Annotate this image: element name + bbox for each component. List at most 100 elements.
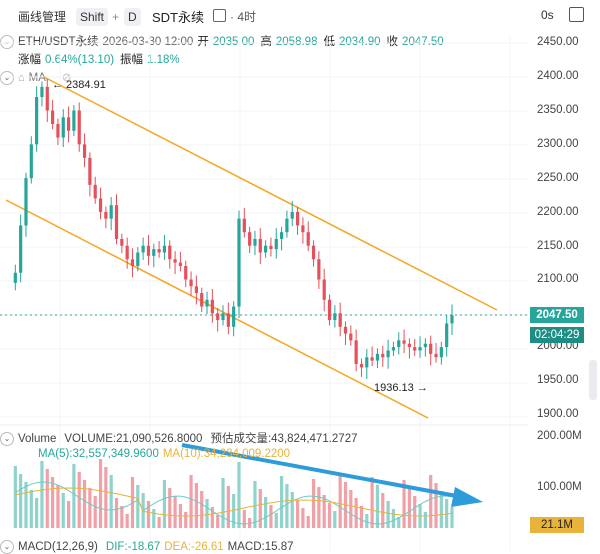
current-price-tag: 2047.50 xyxy=(530,307,584,323)
candle-body xyxy=(274,238,278,250)
collapse-chevron-icon[interactable]: ⌄ xyxy=(0,34,14,49)
price-tick: 2150.00 xyxy=(537,240,579,252)
lock-icon[interactable]: ⌂ xyxy=(18,72,25,84)
price-tick: 1900.00 xyxy=(537,408,579,420)
candle-body xyxy=(397,340,401,348)
candle-body xyxy=(381,353,385,358)
candle-body xyxy=(141,245,145,253)
volume-ma5-line xyxy=(15,481,453,525)
candle-body xyxy=(391,347,396,351)
volume-bar xyxy=(98,459,103,528)
candle-body xyxy=(370,357,374,361)
candle-body xyxy=(242,218,246,233)
toolbar: 画线管理 Shift + D SDT永续 · 4时 0s xyxy=(0,0,600,32)
volume-bar xyxy=(242,510,246,528)
timeframe-selector[interactable]: · 4时 xyxy=(230,10,257,24)
channel-lower-line[interactable] xyxy=(5,199,429,419)
volume-bar xyxy=(88,488,92,528)
candle-body xyxy=(93,184,97,199)
volume-bar xyxy=(136,485,140,528)
candle-body xyxy=(72,110,76,131)
volume-bar xyxy=(168,488,172,528)
candle-body xyxy=(51,110,55,125)
volume-bar xyxy=(429,475,433,528)
shift-key-hint: Shift xyxy=(76,8,109,26)
plus-sign: + xyxy=(112,10,120,24)
volume-bar xyxy=(295,500,300,528)
volume-chevron-icon[interactable]: ⌄ xyxy=(0,431,14,446)
volume-tick: 200.00M xyxy=(537,430,582,442)
candle-body xyxy=(61,117,65,138)
volume-bar xyxy=(375,485,380,528)
candle-body xyxy=(327,299,332,321)
volume-bar xyxy=(232,494,236,528)
volume-bar xyxy=(434,483,438,528)
candle-body xyxy=(279,232,284,239)
candle-body xyxy=(152,249,156,256)
drawing-manager-button[interactable]: 画线管理 xyxy=(18,10,67,24)
macd-label: MACD(12,26,9) xyxy=(18,541,98,554)
fullscreen-icon[interactable] xyxy=(569,7,584,22)
volume-bar xyxy=(391,509,396,528)
candle-body xyxy=(13,272,17,283)
candle-body xyxy=(130,259,135,266)
candle-body xyxy=(237,218,241,307)
volume-bar xyxy=(322,495,326,528)
hide-eye-icon[interactable]: ⊘ xyxy=(61,72,72,84)
volume-bar xyxy=(210,507,214,528)
volume-bar xyxy=(354,498,358,528)
candle-body xyxy=(82,144,87,158)
symbol-title[interactable]: SDT永续 xyxy=(152,10,205,25)
volume-bar xyxy=(205,499,209,528)
candle-body xyxy=(120,238,124,246)
price-tick: 2250.00 xyxy=(537,172,579,184)
candle-body xyxy=(354,340,358,365)
volume-bar xyxy=(45,469,49,528)
volume-tick: 100.00M xyxy=(537,481,582,493)
amplitude-value: 1.18% xyxy=(147,54,180,66)
candle-body xyxy=(407,343,411,348)
candle-body xyxy=(184,265,188,280)
candle-date: 2026-03-30 12:00 xyxy=(102,36,194,48)
volume-bar xyxy=(311,479,316,528)
macd-dea: DEA:-26.61 xyxy=(164,541,224,554)
edit-icon[interactable] xyxy=(213,9,226,22)
volume-bar xyxy=(221,478,225,528)
candle-body xyxy=(146,245,151,256)
trend-arrow-line[interactable] xyxy=(181,443,463,499)
price-scale-handle[interactable] xyxy=(589,360,597,400)
volume-bar xyxy=(184,512,188,528)
volume-bar xyxy=(397,517,401,528)
volume-bar xyxy=(146,501,151,528)
candle-body xyxy=(157,249,161,253)
candle-body xyxy=(333,313,337,321)
candle-body xyxy=(359,364,364,368)
volume-ma10-line xyxy=(15,487,453,517)
candle-body xyxy=(194,286,198,294)
candle-body xyxy=(264,245,268,253)
volume-bar xyxy=(82,480,87,528)
volume-bar xyxy=(152,509,156,528)
volume-bar xyxy=(173,496,177,528)
volume-bar xyxy=(194,483,198,528)
volume-ma5: MA(5):32,557,349.9600 xyxy=(38,448,159,460)
candle-body xyxy=(306,232,310,246)
change-value: 0.64%(13.10) xyxy=(45,54,115,66)
volume-bar xyxy=(439,491,443,528)
channel-upper-line[interactable] xyxy=(43,76,498,311)
candle-body xyxy=(24,178,28,226)
macd-value: MACD:15.87 xyxy=(227,541,294,554)
macd-chevron-icon[interactable]: ⌄ xyxy=(0,540,14,554)
volume-bar xyxy=(253,481,257,528)
candle-body xyxy=(338,313,342,327)
d-key-hint: D xyxy=(124,8,141,26)
low-marker: 1936.13 → xyxy=(374,382,428,394)
amplitude-label: 振幅 xyxy=(120,54,144,66)
volume-bar xyxy=(226,486,230,528)
close-label: 收 xyxy=(386,36,399,48)
volume-bar xyxy=(258,489,262,528)
candle-body xyxy=(200,293,204,307)
volume-bar xyxy=(333,511,337,528)
candle-body xyxy=(226,313,230,327)
